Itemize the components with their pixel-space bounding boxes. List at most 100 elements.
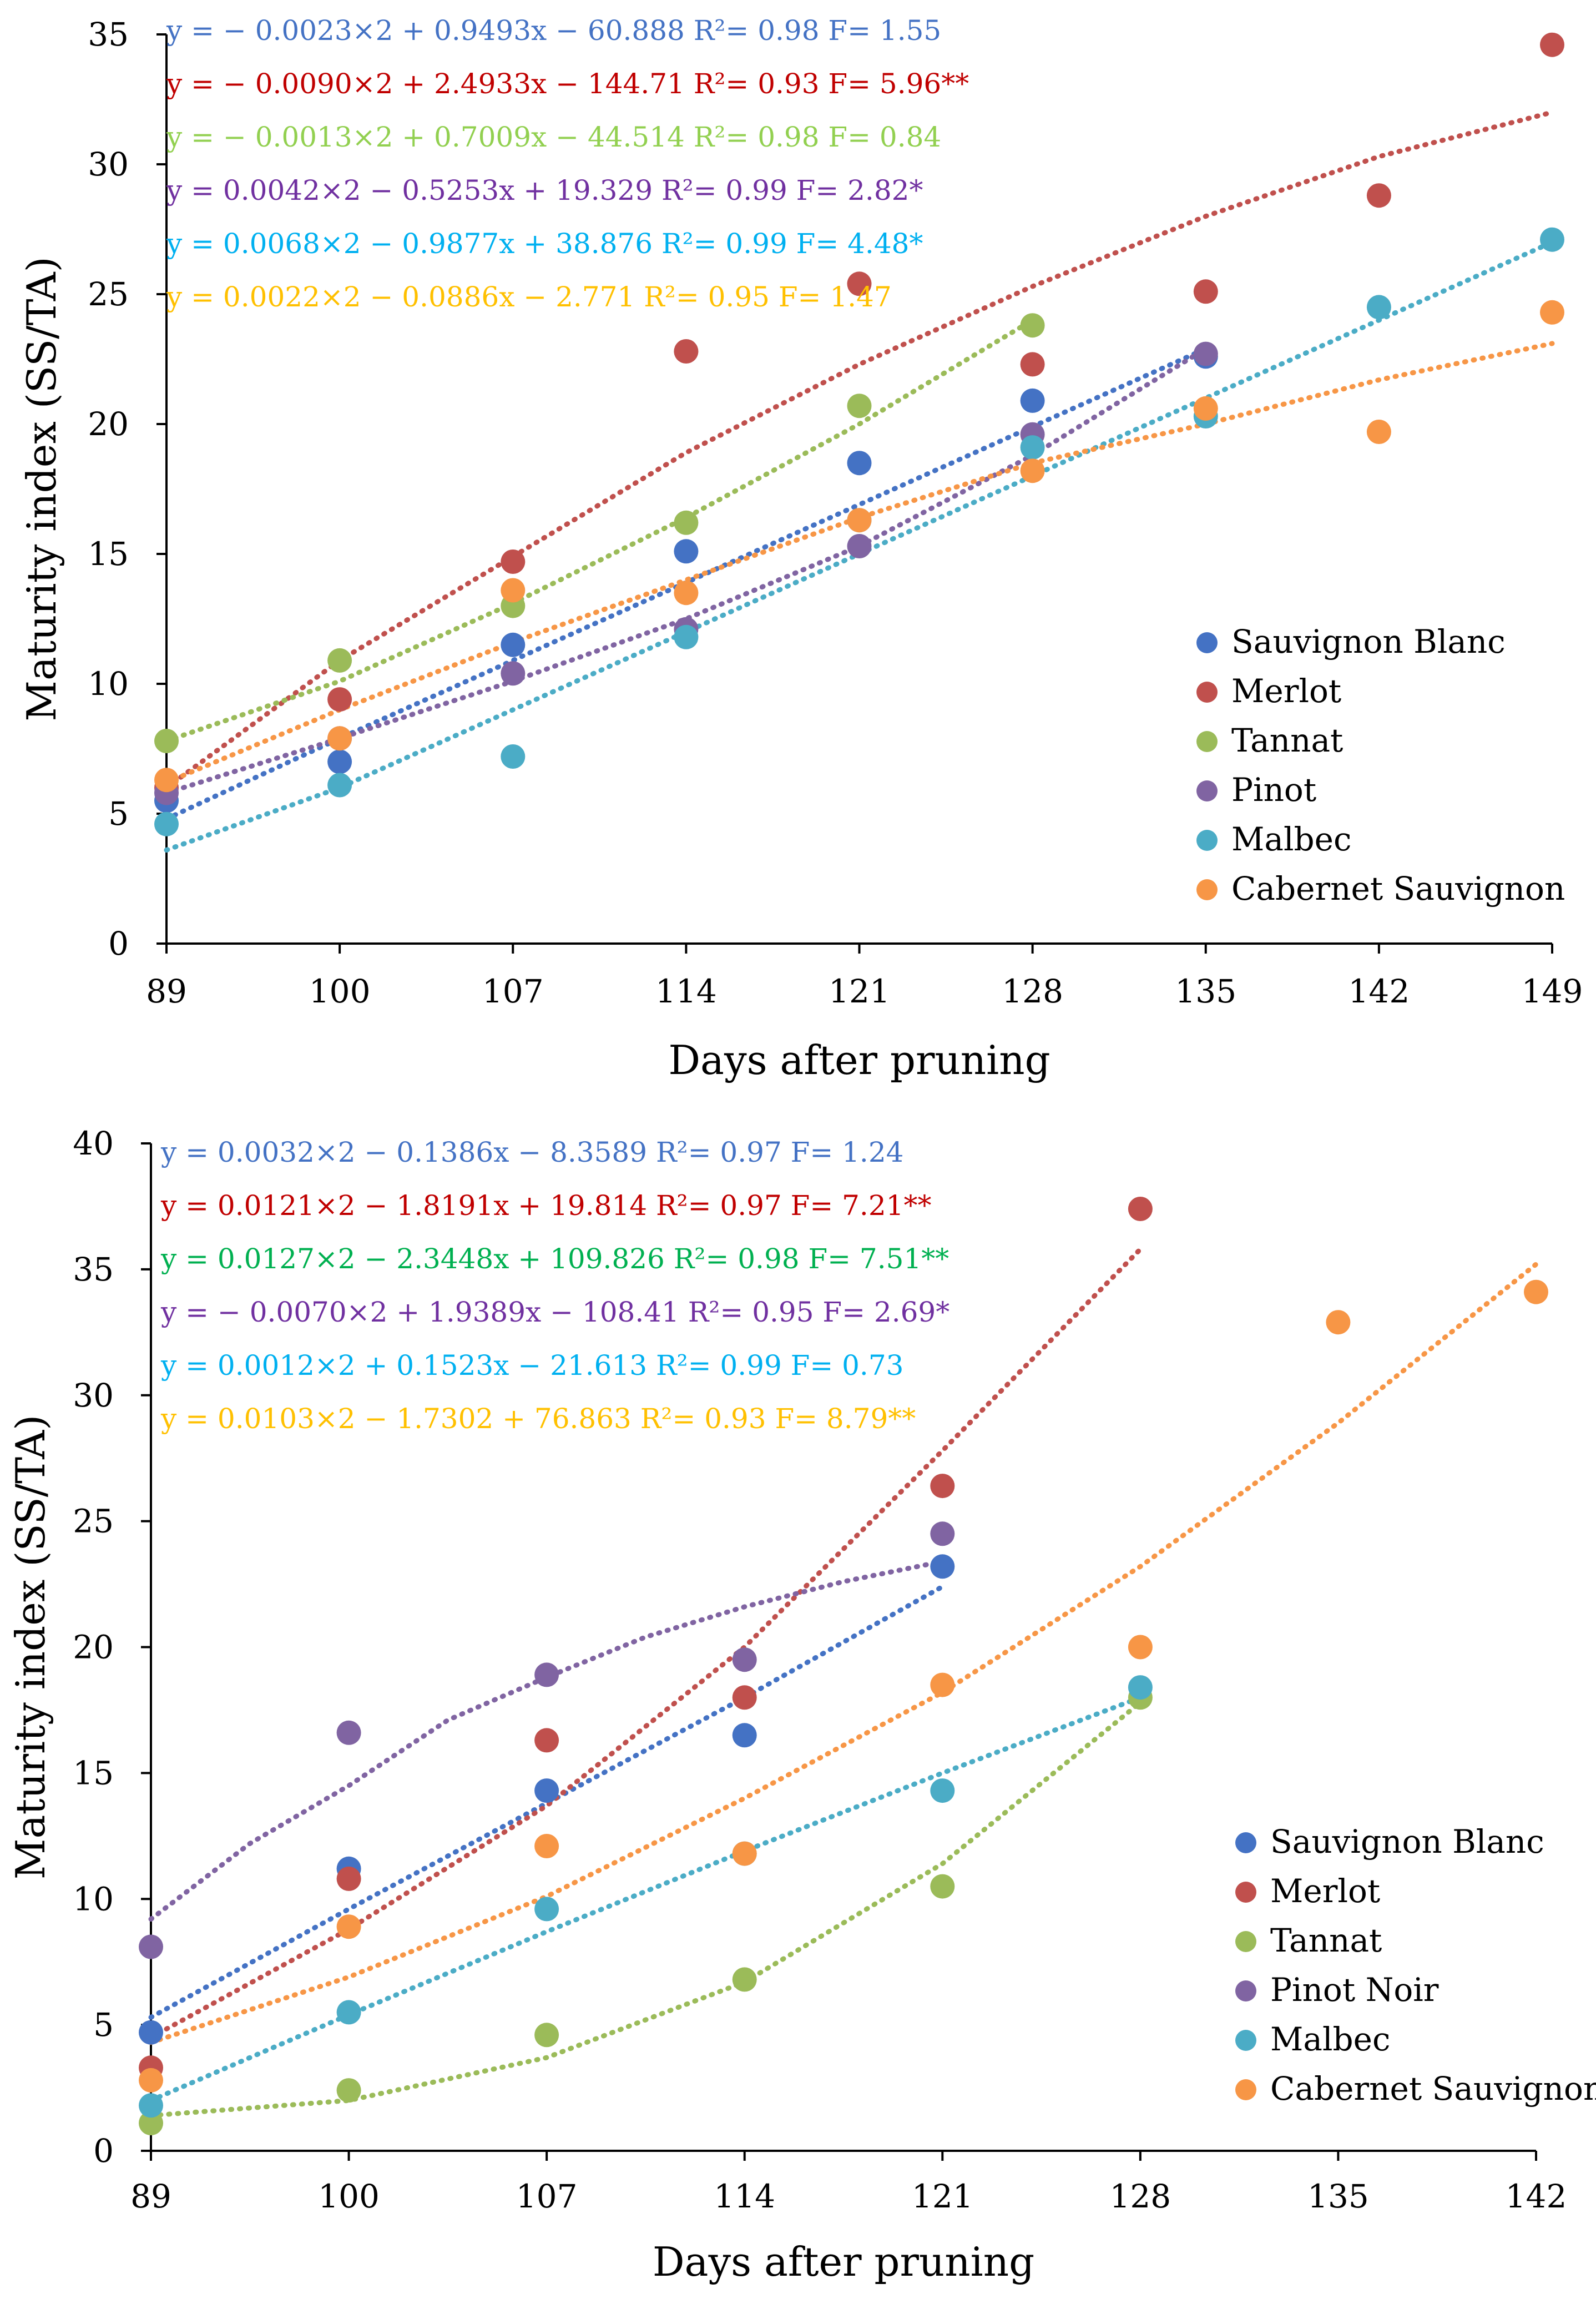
point-pinot-noir — [534, 1662, 559, 1687]
y-tick-label: 0 — [93, 2132, 114, 2170]
point-tannat — [336, 2078, 361, 2103]
point-cabernet-sauvignon — [1326, 1310, 1351, 1335]
point-malbec — [139, 2093, 163, 2118]
point-sauvignon-blanc — [930, 1554, 955, 1579]
point-cabernet-sauvignon — [139, 2068, 163, 2093]
legend-label-cabernet-sauvignon: Cabernet Sauvignon — [1270, 2070, 1596, 2108]
y-tick-label: 30 — [88, 145, 129, 183]
point-tannat — [930, 1874, 955, 1899]
legend-label-malbec: Malbec — [1231, 820, 1351, 858]
point-cabernet-sauvignon — [501, 578, 526, 603]
point-pinot-noir — [930, 1521, 955, 1546]
x-axis-title: Days after pruning — [668, 1037, 1050, 1083]
point-malbec — [336, 2000, 361, 2025]
legend-label-sauvignon-blanc: Sauvignon Blanc — [1270, 1823, 1544, 1861]
trend-equation: y = 0.0032×2 − 0.1386x − 8.3589 R²= 0.97… — [160, 1136, 903, 1168]
point-malbec — [327, 773, 352, 798]
y-tick-label: 10 — [73, 1880, 114, 1918]
point-tannat — [674, 510, 699, 535]
point-cabernet-sauvignon — [674, 581, 699, 606]
point-tannat — [1020, 313, 1045, 338]
y-tick-label: 30 — [73, 1377, 114, 1414]
trend-equation: y = 0.0127×2 − 2.3448x + 109.826 R²= 0.9… — [160, 1243, 949, 1275]
chart-1: 89 100 107 114 121 128 135 142 149 0 5 10 15 20 25 30 35… — [18, 14, 1583, 1083]
point-cabernet-sauvignon — [1366, 420, 1391, 444]
legend-label-pinot-noir: Pinot Noir — [1270, 1971, 1439, 2009]
point-cabernet-sauvignon — [154, 768, 179, 793]
trend-equation: y = 0.0042×2 − 0.5253x + 19.329 R²= 0.99… — [166, 174, 923, 206]
y-tick-label: 15 — [88, 535, 129, 573]
point-merlot — [732, 1685, 757, 1710]
legend-label-cabernet-sauvignon: Cabernet Sauvignon — [1231, 870, 1565, 908]
point-sauvignon-blanc — [732, 1723, 757, 1748]
point-tannat — [154, 729, 179, 753]
legend-marker-merlot — [1196, 682, 1218, 703]
point-cabernet-sauvignon — [732, 1841, 757, 1866]
point-merlot — [1020, 352, 1045, 377]
x-axis-title: Days after pruning — [653, 2238, 1034, 2285]
trend-equation: y = 0.0103×2 − 1.7302 + 76.863 R²= 0.93 … — [160, 1403, 916, 1435]
y-tick-label: 40 — [73, 1125, 114, 1162]
point-sauvignon-blanc — [847, 451, 872, 476]
legend-label-pinot: Pinot — [1231, 771, 1316, 809]
point-sauvignon-blanc — [534, 1778, 559, 1803]
trendline-cabernet-sauvignon — [164, 341, 1555, 785]
point-cabernet-sauvignon — [327, 726, 352, 751]
legend-label-merlot: Merlot — [1270, 1872, 1380, 1910]
trend-equation: y = − 0.0090×2 + 2.4933x − 144.71 R²= 0.… — [166, 68, 969, 100]
point-cabernet-sauvignon — [847, 508, 872, 533]
legend-marker-tannat — [1235, 1931, 1256, 1952]
point-sauvignon-blanc — [1020, 388, 1045, 413]
point-tannat — [732, 1967, 757, 1992]
point-malbec — [1540, 227, 1564, 252]
point-malbec — [154, 811, 179, 836]
legend-marker-merlot — [1235, 1882, 1256, 1903]
y-tick-label: 35 — [88, 16, 129, 53]
x-tick-label: 89 — [146, 972, 187, 1010]
point-pinot-noir — [139, 1934, 163, 1959]
point-pinot-noir — [732, 1647, 757, 1672]
y-axis-title: Maturity index (SS/TA) — [7, 1415, 54, 1879]
point-pinot — [501, 661, 526, 686]
trendline-sauvignon-blanc — [148, 1584, 945, 2020]
x-tick-label: 135 — [1307, 2177, 1369, 2215]
x-tick-label: 128 — [1002, 972, 1063, 1010]
x-tick-label: 107 — [482, 972, 544, 1010]
point-cabernet-sauvignon — [336, 1914, 361, 1939]
trend-equation: y = 0.0121×2 − 1.8191x + 19.814 R²= 0.97… — [160, 1189, 931, 1222]
point-malbec — [534, 1897, 559, 1922]
point-sauvignon-blanc — [327, 749, 352, 774]
point-sauvignon-blanc — [501, 632, 526, 657]
legend-marker-sauvignon-blanc — [1196, 632, 1218, 653]
point-cabernet-sauvignon — [1524, 1279, 1548, 1304]
y-tick-label: 20 — [88, 405, 129, 443]
point-merlot — [674, 339, 699, 364]
legend-marker-sauvignon-blanc — [1235, 1832, 1256, 1853]
trend-equation: y = 0.0022×2 − 0.0886x − 2.771 R²= 0.95 … — [166, 281, 892, 313]
y-tick-label: 25 — [73, 1503, 114, 1540]
x-tick-label: 89 — [130, 2177, 171, 2215]
legend-marker-cabernet-sauvignon — [1196, 879, 1218, 900]
x-tick-label: 128 — [1109, 2177, 1171, 2215]
point-tannat — [534, 2023, 559, 2048]
point-merlot — [847, 271, 872, 296]
point-malbec — [1128, 1675, 1153, 1700]
x-tick-label: 149 — [1522, 972, 1583, 1010]
point-merlot — [1193, 279, 1218, 304]
point-cabernet-sauvignon — [1193, 396, 1218, 421]
trendline-tannat — [164, 317, 1036, 744]
point-malbec — [930, 1778, 955, 1803]
legend-marker-malbec — [1235, 2030, 1256, 2051]
x-tick-label: 121 — [912, 2177, 973, 2215]
x-tick-label: 114 — [714, 2177, 775, 2215]
trend-equation: y = − 0.0070×2 + 1.9389x − 108.41 R²= 0.… — [160, 1296, 949, 1328]
trendline-malbec — [148, 1695, 1143, 2103]
point-cabernet-sauvignon — [534, 1834, 559, 1858]
y-tick-label: 35 — [73, 1251, 114, 1288]
point-merlot — [336, 1866, 361, 1891]
point-malbec — [674, 624, 699, 649]
point-merlot — [501, 549, 526, 574]
legend-marker-malbec — [1196, 830, 1218, 851]
y-tick-label: 15 — [73, 1754, 114, 1792]
